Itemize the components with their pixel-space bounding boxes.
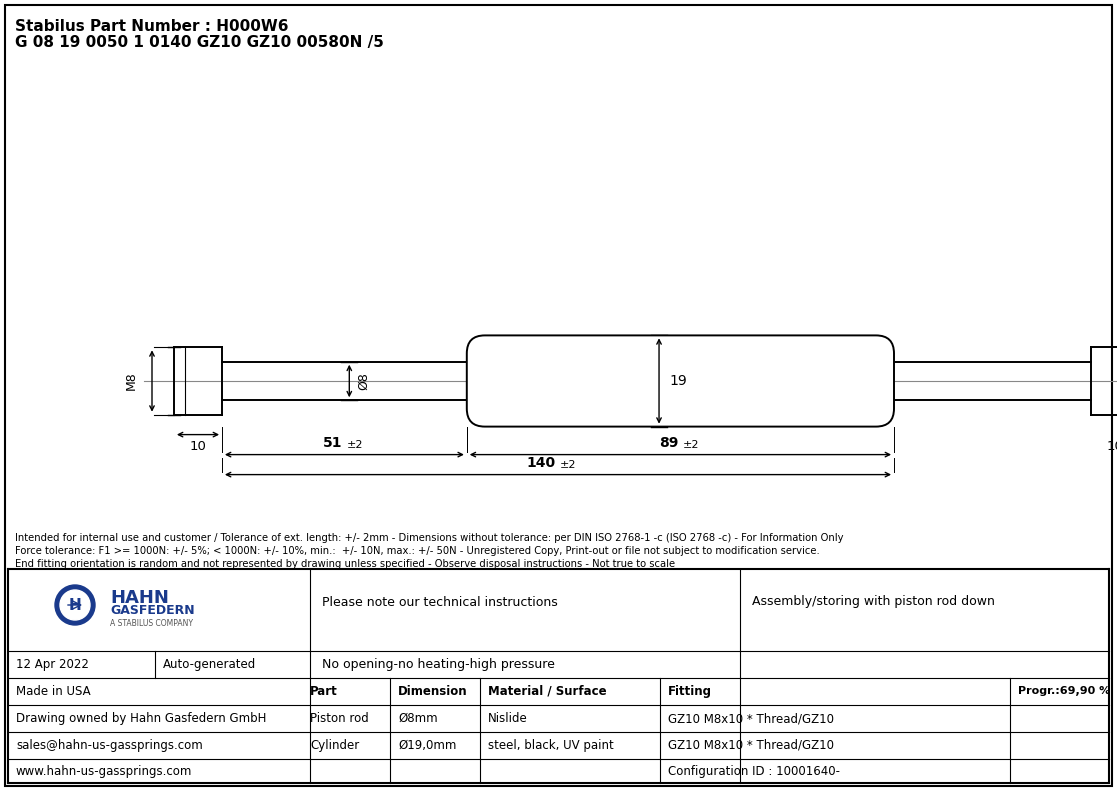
Text: End fitting orientation is random and not represented by drawing unless specifie: End fitting orientation is random and no…	[15, 559, 675, 569]
Text: ±2: ±2	[682, 440, 699, 449]
Text: Ø19,0mm: Ø19,0mm	[398, 739, 457, 752]
Text: ±2: ±2	[560, 460, 576, 470]
Text: Auto-generated: Auto-generated	[163, 658, 256, 671]
Text: Ø8: Ø8	[357, 372, 371, 390]
Text: Ø8mm: Ø8mm	[398, 712, 438, 725]
Text: 12 Apr 2022: 12 Apr 2022	[16, 658, 89, 671]
Text: GZ10 M8x10 * Thread/GZ10: GZ10 M8x10 * Thread/GZ10	[668, 712, 834, 725]
Text: HAHN: HAHN	[109, 589, 169, 607]
Text: H: H	[68, 597, 82, 612]
Text: Fitting: Fitting	[668, 685, 712, 698]
Circle shape	[55, 585, 95, 625]
Text: steel, black, UV paint: steel, black, UV paint	[488, 739, 613, 752]
Circle shape	[60, 590, 90, 620]
FancyArrowPatch shape	[68, 601, 80, 609]
Text: Dimension: Dimension	[398, 685, 468, 698]
Text: Made in USA: Made in USA	[16, 685, 90, 698]
Text: Cylinder: Cylinder	[311, 739, 360, 752]
Text: Piston rod: Piston rod	[311, 712, 369, 725]
Text: M8: M8	[125, 372, 139, 391]
Text: Material / Surface: Material / Surface	[488, 685, 607, 698]
Text: Assembly/storing with piston rod down: Assembly/storing with piston rod down	[752, 596, 995, 608]
Text: 10: 10	[1106, 440, 1117, 452]
Text: Drawing owned by Hahn Gasfedern GmbH: Drawing owned by Hahn Gasfedern GmbH	[16, 712, 266, 725]
Text: www.hahn-us-gassprings.com: www.hahn-us-gassprings.com	[16, 764, 192, 778]
Text: No opening-no heating-high pressure: No opening-no heating-high pressure	[322, 658, 555, 671]
Text: Part: Part	[311, 685, 337, 698]
Text: A STABILUS COMPANY: A STABILUS COMPANY	[109, 619, 193, 629]
Text: 51: 51	[323, 436, 343, 449]
Text: 140: 140	[527, 456, 556, 470]
Text: G 08 19 0050 1 0140 GZ10 GZ10 00580N /5: G 08 19 0050 1 0140 GZ10 GZ10 00580N /5	[15, 35, 384, 50]
FancyBboxPatch shape	[467, 335, 894, 426]
Text: ±2: ±2	[346, 440, 363, 449]
Text: sales@hahn-us-gassprings.com: sales@hahn-us-gassprings.com	[16, 739, 203, 752]
Text: Force tolerance: F1 >= 1000N: +/- 5%; < 1000N: +/- 10%, min.:  +/- 10N, max.: +/: Force tolerance: F1 >= 1000N: +/- 5%; < …	[15, 546, 820, 556]
Text: Stabilus Part Number : H000W6: Stabilus Part Number : H000W6	[15, 19, 288, 34]
Text: 89: 89	[659, 436, 678, 449]
Text: Intended for internal use and customer / Tolerance of ext. length: +/- 2mm - Dim: Intended for internal use and customer /…	[15, 533, 843, 543]
Text: Progr.:69,90 %: Progr.:69,90 %	[1018, 687, 1110, 697]
Text: Nislide: Nislide	[488, 712, 527, 725]
Text: Please note our technical instructions: Please note our technical instructions	[322, 596, 557, 608]
Text: GASFEDERN: GASFEDERN	[109, 604, 194, 618]
Text: Configuration ID : 10001640-: Configuration ID : 10001640-	[668, 764, 840, 778]
Text: 19: 19	[669, 374, 687, 388]
Text: GZ10 M8x10 * Thread/GZ10: GZ10 M8x10 * Thread/GZ10	[668, 739, 834, 752]
Text: 10: 10	[190, 440, 207, 452]
